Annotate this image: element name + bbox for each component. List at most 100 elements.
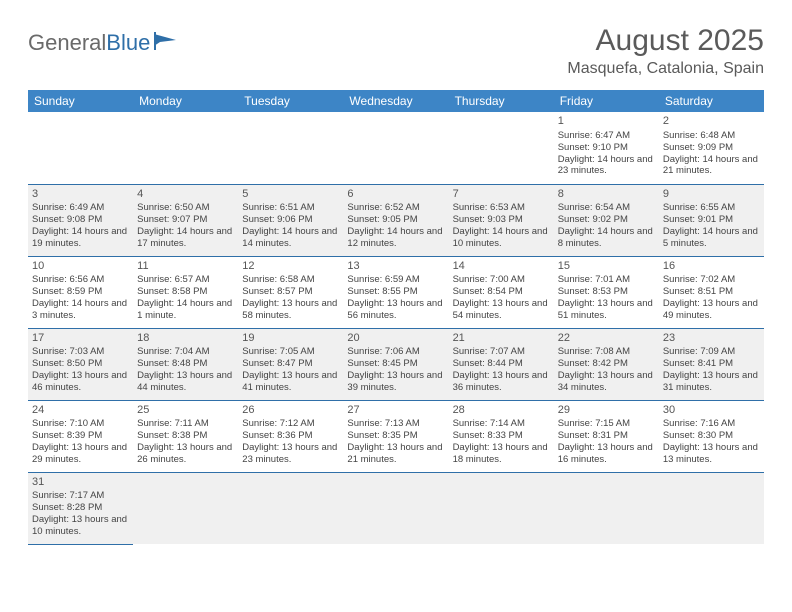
sunset-text: Sunset: 9:10 PM [558, 142, 655, 154]
day-number: 8 [558, 188, 655, 202]
calendar-cell: 27Sunrise: 7:13 AMSunset: 8:35 PMDayligh… [343, 400, 448, 472]
location: Masquefa, Catalonia, Spain [567, 60, 764, 78]
sunrise-text: Sunrise: 6:50 AM [137, 202, 234, 214]
sunrise-text: Sunrise: 7:13 AM [347, 418, 444, 430]
day-header: Wednesday [343, 90, 448, 112]
day-number: 25 [137, 404, 234, 418]
sunset-text: Sunset: 8:35 PM [347, 430, 444, 442]
calendar-cell: 14Sunrise: 7:00 AMSunset: 8:54 PMDayligh… [449, 256, 554, 328]
sunset-text: Sunset: 8:58 PM [137, 286, 234, 298]
sunrise-text: Sunrise: 6:56 AM [32, 274, 129, 286]
sunrise-text: Sunrise: 7:16 AM [663, 418, 760, 430]
sunset-text: Sunset: 9:09 PM [663, 142, 760, 154]
day-number: 7 [453, 188, 550, 202]
daylight-text: Daylight: 14 hours and 3 minutes. [32, 298, 129, 322]
sunrise-text: Sunrise: 6:54 AM [558, 202, 655, 214]
sunset-text: Sunset: 8:30 PM [663, 430, 760, 442]
calendar-cell: 19Sunrise: 7:05 AMSunset: 8:47 PMDayligh… [238, 328, 343, 400]
calendar-row: 1Sunrise: 6:47 AMSunset: 9:10 PMDaylight… [28, 112, 764, 184]
calendar-cell: 20Sunrise: 7:06 AMSunset: 8:45 PMDayligh… [343, 328, 448, 400]
day-number: 16 [663, 260, 760, 274]
day-number: 1 [558, 115, 655, 129]
daylight-text: Daylight: 13 hours and 23 minutes. [242, 442, 339, 466]
daylight-text: Daylight: 13 hours and 46 minutes. [32, 370, 129, 394]
daylight-text: Daylight: 13 hours and 56 minutes. [347, 298, 444, 322]
calendar-cell: 12Sunrise: 6:58 AMSunset: 8:57 PMDayligh… [238, 256, 343, 328]
calendar-cell: 28Sunrise: 7:14 AMSunset: 8:33 PMDayligh… [449, 400, 554, 472]
sunrise-text: Sunrise: 7:12 AM [242, 418, 339, 430]
sunset-text: Sunset: 8:44 PM [453, 358, 550, 370]
day-number: 9 [663, 188, 760, 202]
day-header: Sunday [28, 90, 133, 112]
day-number: 11 [137, 260, 234, 274]
calendar-cell [238, 472, 343, 544]
day-number: 22 [558, 332, 655, 346]
calendar-row: 10Sunrise: 6:56 AMSunset: 8:59 PMDayligh… [28, 256, 764, 328]
sunrise-text: Sunrise: 7:09 AM [663, 346, 760, 358]
sunrise-text: Sunrise: 7:08 AM [558, 346, 655, 358]
calendar-table: SundayMondayTuesdayWednesdayThursdayFrid… [28, 90, 764, 545]
calendar-cell [659, 472, 764, 544]
sunset-text: Sunset: 8:48 PM [137, 358, 234, 370]
daylight-text: Daylight: 13 hours and 31 minutes. [663, 370, 760, 394]
daylight-text: Daylight: 13 hours and 26 minutes. [137, 442, 234, 466]
calendar-cell: 11Sunrise: 6:57 AMSunset: 8:58 PMDayligh… [133, 256, 238, 328]
sunrise-text: Sunrise: 6:53 AM [453, 202, 550, 214]
sunrise-text: Sunrise: 7:11 AM [137, 418, 234, 430]
calendar-cell: 2Sunrise: 6:48 AMSunset: 9:09 PMDaylight… [659, 112, 764, 184]
sunset-text: Sunset: 8:54 PM [453, 286, 550, 298]
sunrise-text: Sunrise: 6:52 AM [347, 202, 444, 214]
title-block: August 2025 Masquefa, Catalonia, Spain [567, 24, 764, 78]
calendar-cell [133, 472, 238, 544]
sunrise-text: Sunrise: 6:57 AM [137, 274, 234, 286]
calendar-cell: 7Sunrise: 6:53 AMSunset: 9:03 PMDaylight… [449, 184, 554, 256]
day-number: 21 [453, 332, 550, 346]
sunrise-text: Sunrise: 6:47 AM [558, 130, 655, 142]
daylight-text: Daylight: 14 hours and 17 minutes. [137, 226, 234, 250]
sunset-text: Sunset: 8:51 PM [663, 286, 760, 298]
daylight-text: Daylight: 13 hours and 13 minutes. [663, 442, 760, 466]
logo-text-b: Blue [106, 30, 150, 56]
day-number: 24 [32, 404, 129, 418]
sunset-text: Sunset: 8:59 PM [32, 286, 129, 298]
sunrise-text: Sunrise: 7:00 AM [453, 274, 550, 286]
daylight-text: Daylight: 13 hours and 44 minutes. [137, 370, 234, 394]
calendar-cell [133, 112, 238, 184]
sunset-text: Sunset: 8:33 PM [453, 430, 550, 442]
day-number: 6 [347, 188, 444, 202]
flag-icon [154, 30, 180, 56]
calendar-cell: 21Sunrise: 7:07 AMSunset: 8:44 PMDayligh… [449, 328, 554, 400]
sunset-text: Sunset: 8:41 PM [663, 358, 760, 370]
day-number: 26 [242, 404, 339, 418]
day-number: 4 [137, 188, 234, 202]
calendar-cell: 8Sunrise: 6:54 AMSunset: 9:02 PMDaylight… [554, 184, 659, 256]
day-number: 28 [453, 404, 550, 418]
calendar-cell: 30Sunrise: 7:16 AMSunset: 8:30 PMDayligh… [659, 400, 764, 472]
day-number: 31 [32, 476, 129, 490]
logo-text-a: General [28, 30, 106, 56]
calendar-cell: 16Sunrise: 7:02 AMSunset: 8:51 PMDayligh… [659, 256, 764, 328]
sunrise-text: Sunrise: 6:58 AM [242, 274, 339, 286]
sunset-text: Sunset: 9:03 PM [453, 214, 550, 226]
day-number: 2 [663, 115, 760, 129]
calendar-cell [343, 472, 448, 544]
header: GeneralBlue August 2025 Masquefa, Catalo… [28, 24, 764, 78]
sunset-text: Sunset: 8:38 PM [137, 430, 234, 442]
daylight-text: Daylight: 13 hours and 21 minutes. [347, 442, 444, 466]
day-number: 13 [347, 260, 444, 274]
calendar-row: 31Sunrise: 7:17 AMSunset: 8:28 PMDayligh… [28, 472, 764, 544]
daylight-text: Daylight: 13 hours and 29 minutes. [32, 442, 129, 466]
sunset-text: Sunset: 8:47 PM [242, 358, 339, 370]
calendar-cell: 23Sunrise: 7:09 AMSunset: 8:41 PMDayligh… [659, 328, 764, 400]
day-number: 15 [558, 260, 655, 274]
sunrise-text: Sunrise: 7:15 AM [558, 418, 655, 430]
sunset-text: Sunset: 9:05 PM [347, 214, 444, 226]
daylight-text: Daylight: 14 hours and 23 minutes. [558, 154, 655, 178]
day-number: 3 [32, 188, 129, 202]
calendar-cell: 9Sunrise: 6:55 AMSunset: 9:01 PMDaylight… [659, 184, 764, 256]
day-header: Saturday [659, 90, 764, 112]
sunset-text: Sunset: 8:57 PM [242, 286, 339, 298]
sunset-text: Sunset: 8:39 PM [32, 430, 129, 442]
calendar-cell [343, 112, 448, 184]
daylight-text: Daylight: 14 hours and 14 minutes. [242, 226, 339, 250]
